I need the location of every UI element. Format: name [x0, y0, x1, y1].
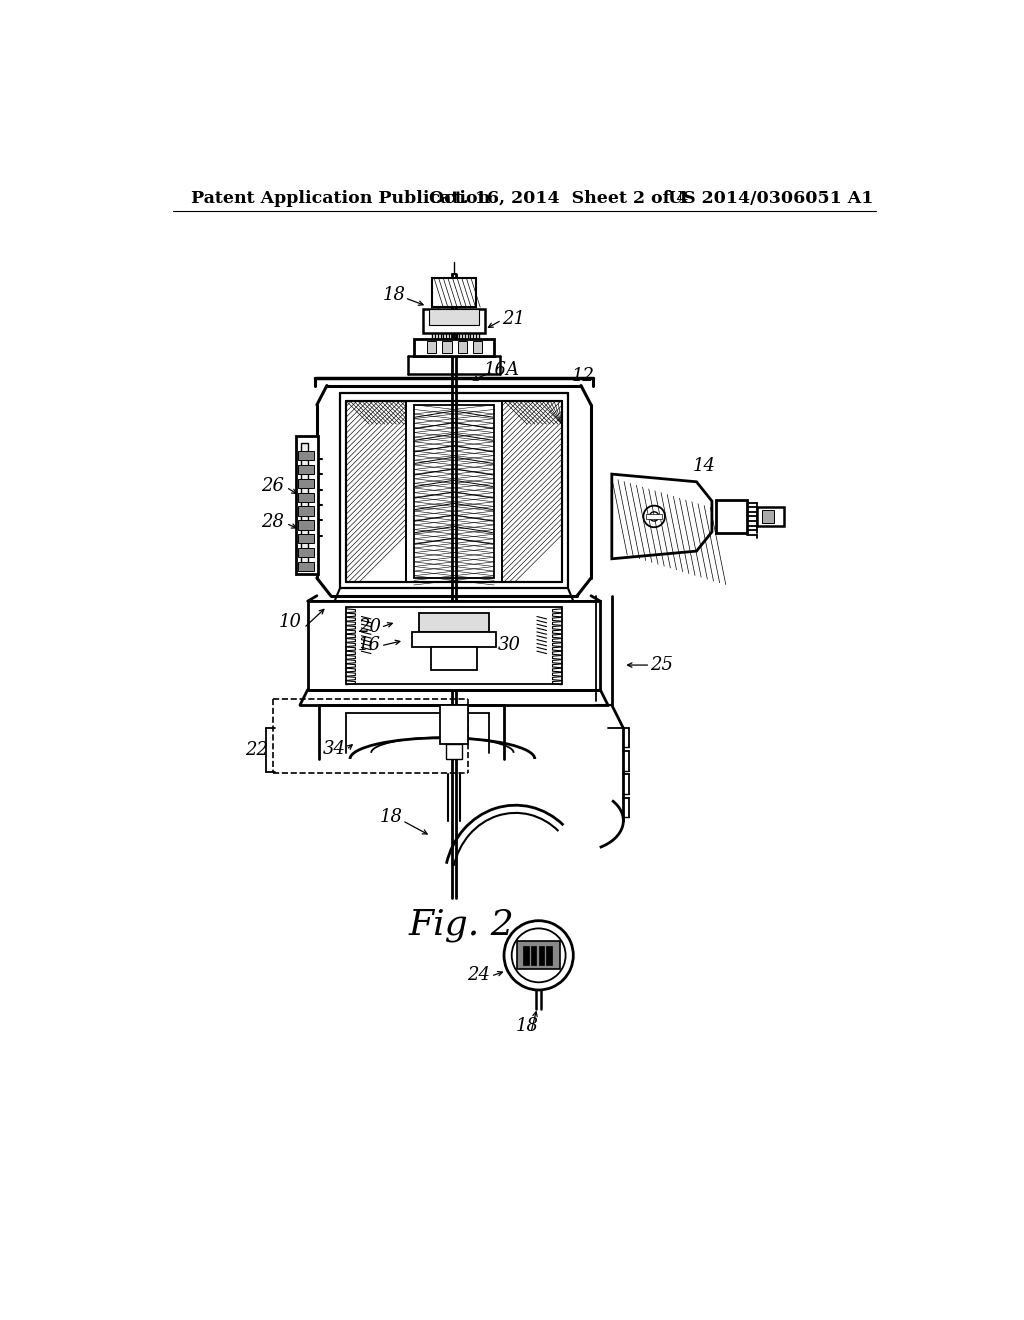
Text: US 2014/0306051 A1: US 2014/0306051 A1: [668, 190, 873, 207]
Bar: [298, 479, 313, 488]
Polygon shape: [611, 474, 712, 558]
Text: 25: 25: [650, 656, 674, 675]
Bar: [523, 946, 528, 965]
Text: 12: 12: [571, 367, 595, 384]
Text: 21: 21: [503, 310, 525, 327]
Bar: [296, 436, 317, 574]
Bar: [473, 341, 482, 354]
Bar: [412, 632, 497, 647]
Bar: [440, 705, 468, 743]
Bar: [131, 158, 920, 401]
Text: 20: 20: [357, 618, 381, 635]
Text: 18: 18: [382, 286, 406, 305]
Text: Patent Application Publication: Patent Application Publication: [190, 190, 489, 207]
Text: 34: 34: [324, 741, 346, 758]
Bar: [562, 158, 920, 1175]
Bar: [131, 158, 346, 1175]
Bar: [547, 946, 552, 965]
Bar: [539, 946, 544, 965]
Bar: [446, 743, 462, 759]
Text: 28: 28: [261, 513, 285, 531]
Bar: [407, 401, 502, 582]
Bar: [414, 339, 494, 356]
Bar: [298, 465, 313, 474]
Bar: [414, 405, 494, 578]
Text: Fig. 2: Fig. 2: [409, 908, 514, 941]
Bar: [298, 492, 313, 502]
Bar: [432, 277, 475, 308]
Bar: [423, 309, 484, 333]
Bar: [716, 499, 746, 533]
Bar: [427, 341, 436, 354]
Bar: [298, 562, 313, 572]
Text: 30: 30: [498, 636, 521, 653]
Bar: [419, 612, 488, 632]
Bar: [429, 309, 478, 326]
Bar: [431, 647, 477, 671]
Bar: [301, 444, 308, 566]
Bar: [298, 548, 313, 557]
Bar: [757, 507, 783, 525]
Bar: [298, 507, 313, 516]
Text: 16: 16: [357, 636, 381, 653]
Text: 16A: 16A: [483, 362, 520, 379]
Text: 26: 26: [261, 477, 285, 495]
Text: 22: 22: [246, 741, 268, 759]
Bar: [517, 941, 560, 969]
Bar: [646, 515, 662, 519]
Bar: [298, 451, 313, 461]
Bar: [131, 582, 920, 1175]
Bar: [442, 341, 452, 354]
Bar: [531, 946, 537, 965]
Text: 14: 14: [692, 458, 716, 475]
Bar: [762, 511, 773, 523]
Bar: [458, 341, 467, 354]
Text: Oct. 16, 2014  Sheet 2 of 4: Oct. 16, 2014 Sheet 2 of 4: [429, 190, 688, 207]
Bar: [298, 535, 313, 544]
Bar: [346, 607, 562, 684]
Bar: [298, 520, 313, 529]
Text: 18: 18: [379, 808, 402, 826]
Text: 10: 10: [280, 612, 302, 631]
Bar: [307, 601, 600, 689]
Text: 18: 18: [516, 1018, 539, 1035]
Text: 24: 24: [467, 966, 490, 983]
